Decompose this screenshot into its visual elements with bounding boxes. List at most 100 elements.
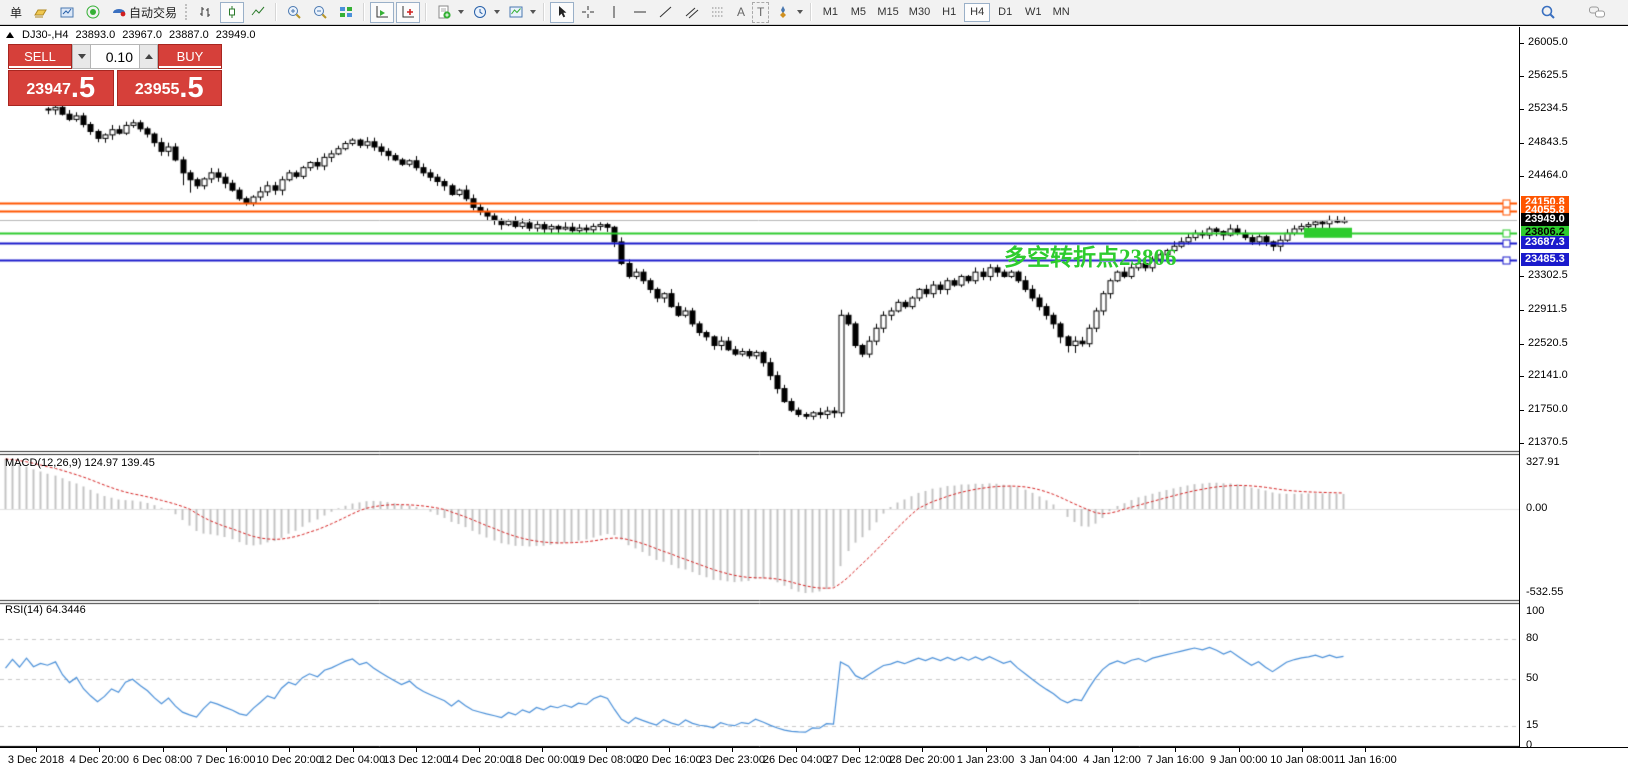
buy-button[interactable]: BUY xyxy=(158,44,222,69)
indicators-dropdown-caret[interactable] xyxy=(458,10,465,14)
time-axis-label: 10 Jan 08:00 xyxy=(1270,754,1334,766)
bar-chart-icon[interactable] xyxy=(194,2,218,23)
toolbar-separator xyxy=(543,3,546,21)
price-axis: 26005.0 25625.5 25234.5 24843.5 24464.0 23302… xyxy=(1519,27,1628,751)
ingot-icon[interactable] xyxy=(29,2,53,23)
rsi-indicator-label: RSI(14) 64.3446 xyxy=(5,604,86,616)
template-dropdown-caret[interactable] xyxy=(530,10,537,14)
time-tick-mark xyxy=(1175,748,1176,752)
time-tick-mark xyxy=(1365,748,1366,752)
price-tick-label: 21370.5 xyxy=(1528,435,1568,448)
tile-windows-icon[interactable] xyxy=(334,2,358,23)
price-tick-label: 24464.0 xyxy=(1528,168,1568,181)
rsi-tick-label: 100 xyxy=(1526,605,1545,617)
time-axis-label: 7 Dec 16:00 xyxy=(196,754,256,766)
time-axis-label: 23 Dec 23:00 xyxy=(699,754,766,766)
price-tick-mark xyxy=(1520,410,1524,411)
chart-canvas[interactable] xyxy=(0,27,1519,747)
volume-increase-button[interactable] xyxy=(139,44,158,69)
fibonacci-icon[interactable] xyxy=(706,2,730,23)
arrows-dropdown-caret[interactable] xyxy=(797,10,804,14)
vertical-line-icon[interactable] xyxy=(602,2,626,23)
quote-open: 23893.0 xyxy=(75,29,116,41)
zoom-out-icon[interactable] xyxy=(308,2,332,23)
text-label-tool-icon[interactable]: T xyxy=(752,1,770,23)
autoscroll-icon[interactable] xyxy=(370,1,395,23)
chart-shift-icon[interactable] xyxy=(396,1,421,23)
autotrade-button[interactable]: 自动交易 xyxy=(107,2,181,23)
quote-close: 23949.0 xyxy=(215,29,256,41)
equidistant-channel-icon[interactable] xyxy=(680,2,704,23)
price-tick-mark xyxy=(1520,109,1524,110)
price-tick-mark xyxy=(1520,376,1524,377)
time-tick-mark xyxy=(289,748,290,752)
market-window-icon[interactable] xyxy=(55,2,79,23)
price-tick-label: 22141.0 xyxy=(1528,369,1568,382)
template-icon[interactable] xyxy=(504,2,528,23)
time-axis-label: 11 Jan 16:00 xyxy=(1333,754,1397,766)
time-tick-mark xyxy=(669,748,670,752)
tab-timeframe-d1[interactable]: D1 xyxy=(992,3,1018,22)
price-tick-mark xyxy=(1520,344,1524,345)
tab-timeframe-m15[interactable]: M15 xyxy=(873,3,902,22)
search-icon[interactable] xyxy=(1536,2,1560,23)
rsi-tick-label: 50 xyxy=(1526,672,1539,684)
quote-bar: DJ30-,H4 23893.0 23967.0 23887.0 23949.0 xyxy=(6,29,256,41)
time-tick-mark xyxy=(1302,748,1303,752)
volume-input[interactable] xyxy=(91,44,139,69)
volume-decrease-button[interactable] xyxy=(72,44,91,69)
tab-timeframe-h1[interactable]: H1 xyxy=(936,3,962,22)
price-tick-mark xyxy=(1520,443,1524,444)
sell-price-button[interactable]: 23947.5 xyxy=(8,70,114,106)
sell-button[interactable]: SELL xyxy=(8,44,72,69)
crosshair-icon[interactable] xyxy=(576,2,600,23)
price-level-label: 23687.3 xyxy=(1521,236,1569,250)
tab-timeframe-m1[interactable]: M1 xyxy=(817,3,843,22)
price-level-label: 23949.0 xyxy=(1521,213,1569,227)
tab-timeframe-mn[interactable]: MN xyxy=(1048,3,1074,22)
time-tick-mark xyxy=(986,748,987,752)
time-axis-label: 3 Dec 2018 xyxy=(7,754,65,766)
signal-icon[interactable] xyxy=(81,2,105,23)
cursor-icon[interactable] xyxy=(550,1,575,23)
sell-price-int: 23947 xyxy=(26,81,71,98)
time-axis-label: 19 Dec 08:00 xyxy=(572,754,639,766)
price-tick-label: 24843.5 xyxy=(1528,136,1568,149)
time-axis-label: 4 Jan 12:00 xyxy=(1083,754,1141,766)
tab-timeframe-m5[interactable]: M5 xyxy=(845,3,871,22)
indicators-icon[interactable] xyxy=(432,2,456,23)
line-chart-icon[interactable] xyxy=(246,2,270,23)
trendline-icon[interactable] xyxy=(654,2,678,23)
time-tick-mark xyxy=(99,748,100,752)
toolbar-separator xyxy=(275,3,278,21)
time-axis: 3 Dec 2018 4 Dec 20:00 6 Dec 08:00 7 Dec 16… xyxy=(0,747,1628,771)
tab-timeframe-h4[interactable]: H4 xyxy=(964,2,991,22)
chart-symbol-title: DJ30-,H4 xyxy=(22,29,69,41)
time-tick-mark xyxy=(163,748,164,752)
text-tool-icon[interactable]: A xyxy=(732,2,750,23)
time-axis-label: 4 Dec 20:00 xyxy=(69,754,129,766)
pivot-annotation-text: 多空转折点23806 xyxy=(1004,245,1177,270)
time-axis-label: 13 Dec 12:00 xyxy=(383,754,449,766)
toolbar-grip xyxy=(185,4,190,20)
macd-tick-label: -532.55 xyxy=(1526,585,1564,598)
periods-dropdown-caret[interactable] xyxy=(494,10,501,14)
price-tick-label: 22911.5 xyxy=(1528,302,1567,315)
new-order-button[interactable]: 单 xyxy=(5,2,27,23)
buy-price-button[interactable]: 23955.5 xyxy=(116,70,222,106)
horizontal-line-icon[interactable] xyxy=(628,2,652,23)
collapse-arrow-icon[interactable] xyxy=(6,32,14,38)
chat-icon[interactable] xyxy=(1585,2,1609,23)
one-click-trade-panel: SELL BUY 23947.5 23955.5 xyxy=(8,44,222,106)
toolbar-separator xyxy=(810,3,813,21)
arrows-tool-icon[interactable] xyxy=(771,2,795,23)
periods-icon[interactable] xyxy=(468,2,492,23)
price-tick-label: 26005.0 xyxy=(1528,36,1568,48)
tab-timeframe-w1[interactable]: W1 xyxy=(1020,3,1046,22)
time-axis-label: 10 Dec 20:00 xyxy=(256,754,322,766)
zoom-in-icon[interactable] xyxy=(282,2,306,23)
time-tick-mark xyxy=(922,748,923,752)
chart-window: DJ30-,H4 23893.0 23967.0 23887.0 23949.0… xyxy=(0,25,1628,771)
candlestick-chart-icon[interactable] xyxy=(220,1,245,23)
tab-timeframe-m30[interactable]: M30 xyxy=(905,3,934,22)
